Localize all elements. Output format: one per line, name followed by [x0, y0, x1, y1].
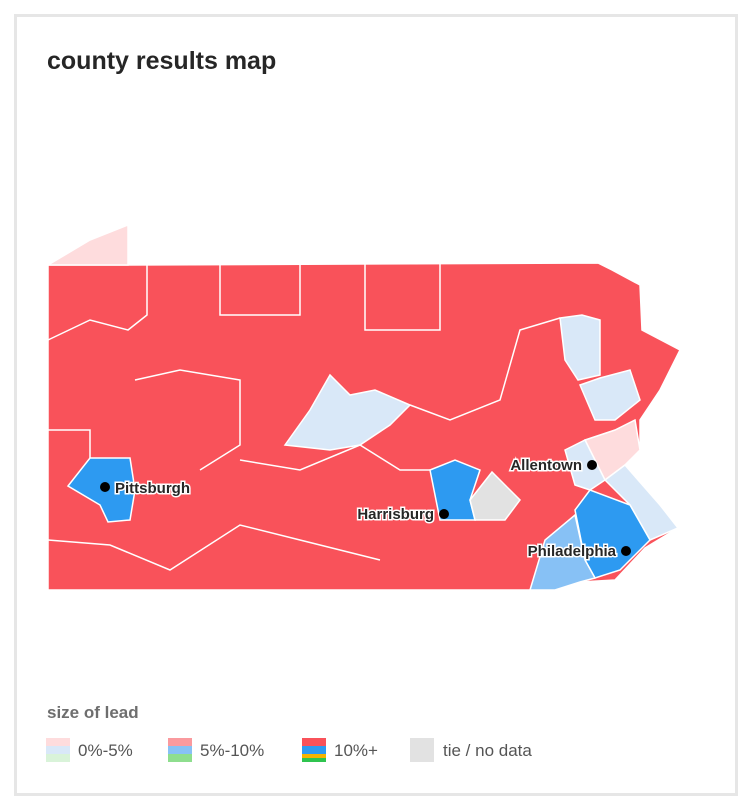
legend-title: size of lead — [47, 703, 139, 722]
county — [283, 373, 412, 451]
city-dot — [439, 509, 449, 519]
legend-swatch — [302, 738, 326, 762]
legend-label: 0%-5% — [78, 741, 133, 760]
city-label: Pittsburgh — [115, 480, 190, 497]
county-border — [239, 444, 430, 471]
card: county results map size of lead — [14, 14, 738, 796]
county — [564, 438, 606, 491]
county — [469, 470, 521, 521]
county-border — [409, 317, 561, 421]
city-dot — [100, 482, 110, 492]
legend-label: 10%+ — [334, 741, 378, 760]
title: county results map — [47, 47, 277, 75]
county — [45, 223, 129, 266]
county-border — [219, 263, 301, 316]
city-label: Philadelphia — [528, 543, 617, 560]
city-dot — [621, 546, 631, 556]
legend-swatch — [410, 738, 434, 762]
county-border — [48, 429, 91, 458]
city-dot — [587, 460, 597, 470]
city-label: Harrisburg — [357, 506, 434, 523]
legend-swatch — [46, 738, 70, 762]
legend-swatch — [168, 738, 192, 762]
county — [559, 314, 601, 381]
legend-label: tie / no data — [443, 741, 532, 760]
state — [45, 223, 681, 591]
city-label: Allentown — [510, 457, 582, 474]
county-border — [47, 524, 381, 571]
county-border — [364, 263, 441, 331]
county-border — [134, 369, 241, 471]
legend-label: 5%-10% — [200, 741, 264, 760]
county — [528, 513, 597, 591]
county-border — [47, 265, 148, 341]
county — [578, 369, 641, 421]
